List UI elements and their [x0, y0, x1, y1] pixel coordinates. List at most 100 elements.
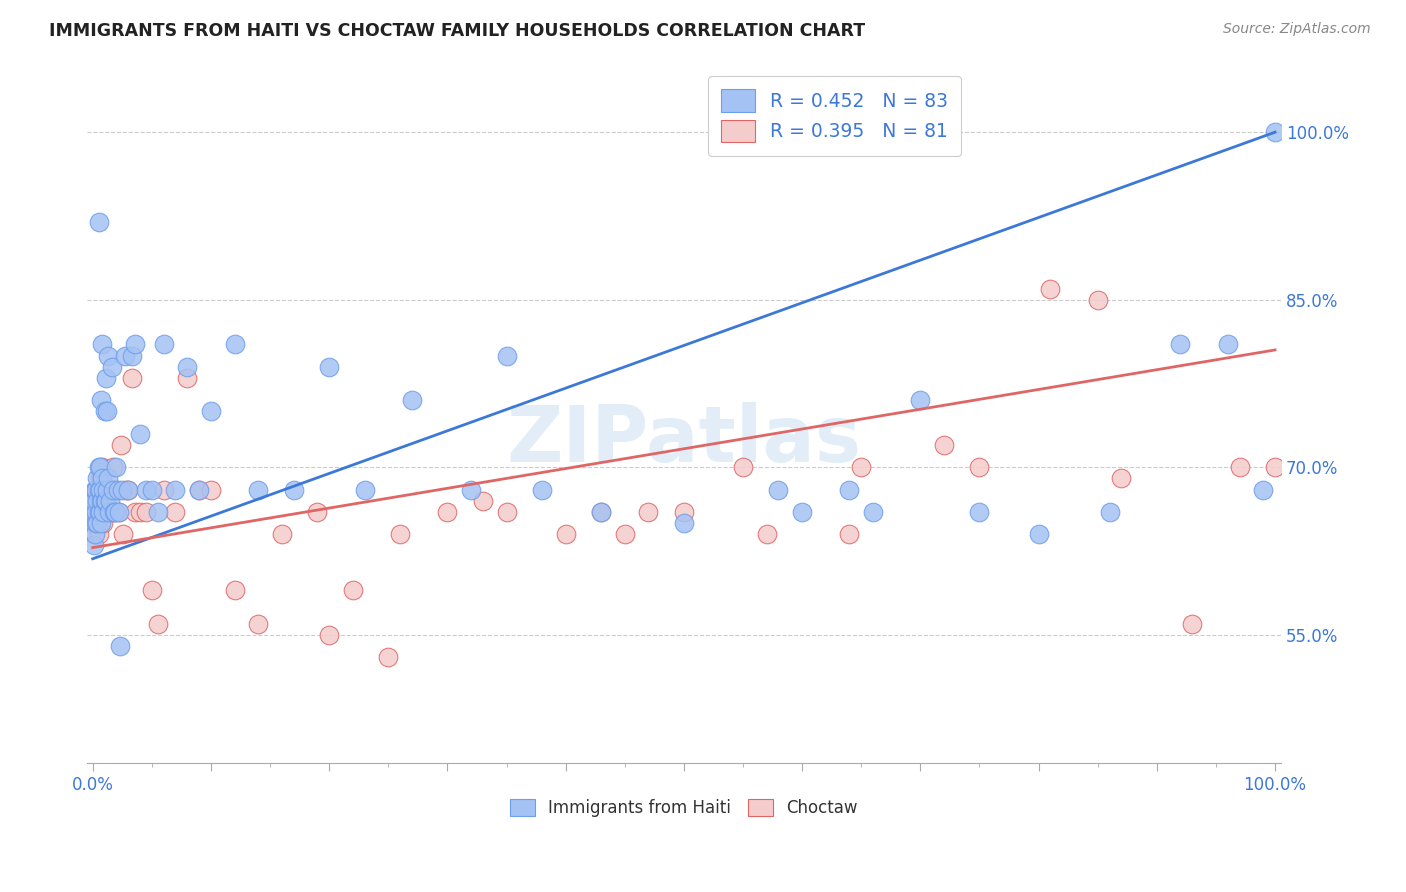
Point	[460, 483, 482, 497]
Point	[111, 483, 134, 497]
Point	[87, 505, 110, 519]
Point	[318, 628, 340, 642]
Point	[91, 493, 114, 508]
Point	[87, 460, 110, 475]
Point	[124, 505, 146, 519]
Text: ZIPatlas: ZIPatlas	[506, 401, 862, 477]
Point	[101, 460, 124, 475]
Text: IMMIGRANTS FROM HAITI VS CHOCTAW FAMILY HOUSEHOLDS CORRELATION CHART: IMMIGRANTS FROM HAITI VS CHOCTAW FAMILY …	[49, 22, 865, 40]
Point	[224, 337, 246, 351]
Point	[530, 483, 553, 497]
Point	[969, 505, 991, 519]
Point	[90, 516, 112, 530]
Point	[86, 516, 108, 530]
Point	[107, 505, 129, 519]
Point	[101, 483, 124, 497]
Point	[91, 505, 114, 519]
Point	[107, 483, 129, 497]
Point	[1111, 471, 1133, 485]
Point	[103, 505, 125, 519]
Point	[90, 516, 112, 530]
Point	[91, 471, 114, 485]
Point	[307, 505, 329, 519]
Point	[87, 527, 110, 541]
Point	[93, 505, 115, 519]
Point	[93, 493, 115, 508]
Point	[495, 349, 517, 363]
Point	[200, 404, 222, 418]
Point	[90, 471, 112, 485]
Point	[591, 505, 613, 519]
Point	[89, 505, 111, 519]
Point	[932, 438, 955, 452]
Point	[141, 483, 163, 497]
Point	[96, 404, 118, 418]
Point	[103, 505, 125, 519]
Point	[637, 505, 659, 519]
Point	[613, 527, 636, 541]
Point	[97, 483, 120, 497]
Point	[129, 426, 152, 441]
Point	[89, 483, 111, 497]
Point	[100, 505, 122, 519]
Point	[389, 527, 412, 541]
Point	[84, 527, 107, 541]
Point	[146, 505, 169, 519]
Point	[176, 359, 198, 374]
Point	[84, 483, 107, 497]
Point	[89, 460, 111, 475]
Point	[87, 483, 110, 497]
Point	[83, 538, 105, 552]
Point	[768, 483, 790, 497]
Point	[141, 582, 163, 597]
Point	[124, 337, 146, 351]
Point	[104, 505, 127, 519]
Point	[90, 393, 112, 408]
Point	[91, 460, 114, 475]
Point	[84, 505, 107, 519]
Point	[97, 349, 120, 363]
Point	[188, 483, 211, 497]
Point	[87, 214, 110, 228]
Point	[152, 483, 174, 497]
Point	[1216, 337, 1239, 351]
Point	[100, 483, 122, 497]
Point	[121, 371, 143, 385]
Point	[342, 582, 364, 597]
Point	[910, 393, 932, 408]
Point	[283, 483, 305, 497]
Point	[83, 505, 105, 519]
Point	[90, 493, 112, 508]
Point	[84, 483, 107, 497]
Point	[247, 616, 270, 631]
Point	[1098, 505, 1121, 519]
Text: Source: ZipAtlas.com: Source: ZipAtlas.com	[1223, 22, 1371, 37]
Point	[165, 505, 187, 519]
Point	[495, 505, 517, 519]
Point	[1264, 125, 1286, 139]
Point	[105, 460, 128, 475]
Point	[84, 516, 107, 530]
Point	[851, 460, 873, 475]
Point	[96, 505, 118, 519]
Point	[91, 337, 114, 351]
Point	[121, 349, 143, 363]
Point	[93, 404, 115, 418]
Point	[114, 483, 136, 497]
Point	[98, 505, 121, 519]
Point	[100, 493, 122, 508]
Point	[84, 516, 107, 530]
Point	[1039, 281, 1062, 295]
Point	[135, 483, 157, 497]
Point	[104, 483, 127, 497]
Point	[247, 483, 270, 497]
Point	[86, 516, 108, 530]
Point	[838, 483, 860, 497]
Point	[135, 505, 157, 519]
Point	[105, 483, 128, 497]
Legend: Immigrants from Haiti, Choctaw: Immigrants from Haiti, Choctaw	[502, 790, 866, 825]
Point	[107, 505, 129, 519]
Point	[1264, 460, 1286, 475]
Point	[188, 483, 211, 497]
Point	[100, 359, 122, 374]
